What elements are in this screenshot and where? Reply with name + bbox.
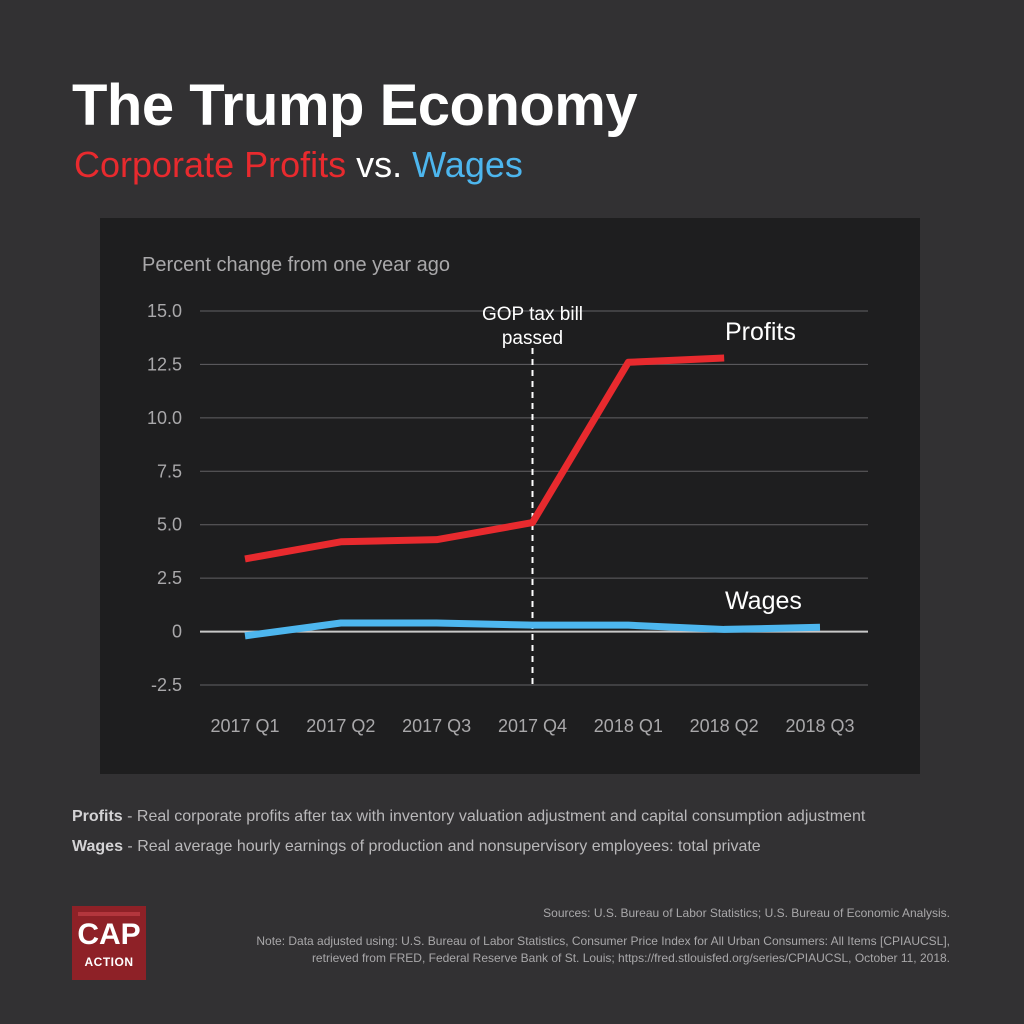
logo-stripe [78, 912, 140, 916]
x-tick-label: 2018 Q2 [690, 716, 759, 736]
annotation-label-line1: GOP tax bill [482, 304, 583, 325]
x-tick-label: 2018 Q3 [785, 716, 854, 736]
y-tick-label: 7.5 [157, 461, 182, 481]
profits-definition-text: - Real corporate profits after tax with … [122, 808, 866, 825]
series-label-profits: Profits [725, 318, 796, 346]
annotation-label-line2: passed [502, 328, 563, 349]
logo-action-text: ACTION [84, 955, 134, 969]
y-tick-label: 2.5 [157, 568, 182, 588]
y-axis-label: Percent change from one year ago [142, 254, 450, 276]
note-line-1: Note: Data adjusted using: U.S. Bureau o… [256, 934, 950, 948]
x-tick-label: 2017 Q4 [498, 716, 567, 736]
page-title: The Trump Economy [72, 73, 638, 138]
y-tick-label: 0 [172, 622, 182, 642]
wages-definition-term: Wages [72, 838, 123, 855]
page-subtitle: Corporate Profits vs. Wages [74, 144, 523, 186]
subtitle-wages: Wages [412, 144, 523, 185]
note-line-2: retrieved from FRED, Federal Reserve Ban… [311, 951, 950, 965]
y-tick-label: 15.0 [147, 301, 182, 321]
subtitle-vs: vs. [356, 144, 403, 185]
wages-definition-text: - Real average hourly earnings of produc… [122, 838, 761, 855]
logo-cap-text: CAP [77, 918, 141, 951]
x-tick-label: 2017 Q1 [210, 716, 279, 736]
x-tick-label: 2018 Q1 [594, 716, 663, 736]
profits-definition: Profits - Real corporate profits after t… [72, 808, 972, 826]
series-line-wages [244, 619, 821, 640]
y-tick-label: 12.5 [147, 354, 182, 374]
wages-definition: Wages - Real average hourly earnings of … [72, 838, 972, 856]
x-tick-label: 2017 Q2 [306, 716, 375, 736]
y-tick-label: 10.0 [147, 408, 182, 428]
y-tick-label: -2.5 [151, 675, 182, 695]
cap-action-logo: CAP ACTION [72, 906, 146, 980]
profits-definition-term: Profits [72, 808, 123, 825]
series-line-profits [244, 354, 725, 563]
subtitle-profits: Corporate Profits [74, 144, 347, 185]
line-chart: Percent change from one year ago 15.0 12.5… [142, 254, 868, 736]
y-tick-label: 5.0 [157, 515, 182, 535]
x-tick-label: 2017 Q3 [402, 716, 471, 736]
series-label-wages: Wages [725, 587, 802, 615]
sources-line: Sources: U.S. Bureau of Labor Statistics… [543, 906, 950, 920]
chart-panel: Percent change from one year ago 15.0 12.5… [100, 218, 920, 774]
